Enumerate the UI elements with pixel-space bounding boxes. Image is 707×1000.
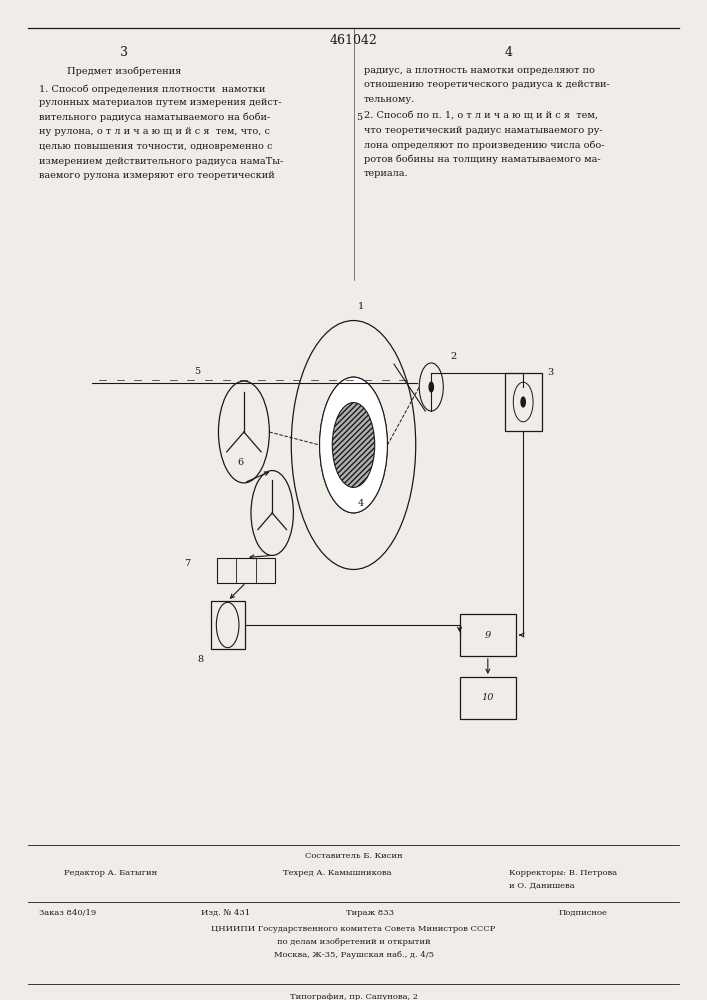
Text: тельному.: тельному. <box>364 95 415 104</box>
Ellipse shape <box>332 403 375 487</box>
Text: целью повышения точности, одновременно с: целью повышения точности, одновременно с <box>39 142 272 151</box>
Text: рулонных материалов путем измерения дейст-: рулонных материалов путем измерения дейс… <box>39 98 281 107</box>
Bar <box>505 373 542 431</box>
Bar <box>211 601 245 649</box>
Ellipse shape <box>520 396 526 408</box>
Text: Подписное: Подписное <box>559 909 607 917</box>
Text: Техред А. Камышникова: Техред А. Камышникова <box>283 869 391 877</box>
Text: 1: 1 <box>358 302 363 311</box>
Text: 4: 4 <box>505 45 513 58</box>
Text: ЦНИИПИ Государственного комитета Совета Министров СССР: ЦНИИПИ Государственного комитета Совета … <box>211 925 496 933</box>
Text: Заказ 840/19: Заказ 840/19 <box>39 909 96 917</box>
Bar <box>217 558 275 582</box>
Text: 3: 3 <box>547 368 554 377</box>
Text: териала.: териала. <box>364 169 409 178</box>
Bar <box>460 677 516 719</box>
Text: ваемого рулона измеряют его теоретический: ваемого рулона измеряют его теоретически… <box>39 171 274 180</box>
Text: ротов бобины на толщину наматываемого ма-: ротов бобины на толщину наматываемого ма… <box>364 155 601 164</box>
Text: Редактор А. Батыгин: Редактор А. Батыгин <box>64 869 157 877</box>
Text: 461042: 461042 <box>329 33 378 46</box>
Text: вительного радиуса наматываемого на боби-: вительного радиуса наматываемого на боби… <box>39 113 270 122</box>
Text: 10: 10 <box>481 694 494 702</box>
Text: Предмет изобретения: Предмет изобретения <box>66 66 181 76</box>
Text: Москва, Ж-35, Раушская наб., д. 4/5: Москва, Ж-35, Раушская наб., д. 4/5 <box>274 951 433 959</box>
Text: 8: 8 <box>197 655 204 664</box>
Text: 6: 6 <box>238 458 244 467</box>
Bar <box>460 614 516 656</box>
Text: 5: 5 <box>194 367 201 376</box>
Ellipse shape <box>320 377 387 513</box>
Ellipse shape <box>428 381 434 393</box>
Text: что теоретический радиус наматываемого ру-: что теоретический радиус наматываемого р… <box>364 126 603 135</box>
Text: 1. Способ определения плотности  намотки: 1. Способ определения плотности намотки <box>39 84 265 94</box>
Text: 2: 2 <box>450 352 457 361</box>
Text: 4: 4 <box>358 499 363 508</box>
Text: по делам изобретений и открытий: по делам изобретений и открытий <box>276 938 431 946</box>
Text: 3: 3 <box>119 45 128 58</box>
Text: ну рулона, о т л и ч а ю щ и й с я  тем, что, с: ну рулона, о т л и ч а ю щ и й с я тем, … <box>39 127 270 136</box>
Text: 5: 5 <box>356 113 363 122</box>
Text: радиус, а плотность намотки определяют по: радиус, а плотность намотки определяют п… <box>364 66 595 75</box>
Text: и О. Данишева: и О. Данишева <box>509 882 575 890</box>
Text: 7: 7 <box>184 560 190 568</box>
Text: Корректоры: В. Петрова: Корректоры: В. Петрова <box>509 869 617 877</box>
Text: Тираж 833: Тираж 833 <box>346 909 395 917</box>
Text: отношению теоретического радиуса к действи-: отношению теоретического радиуса к дейст… <box>364 80 610 89</box>
Text: Типография, пр. Сапунова, 2: Типография, пр. Сапунова, 2 <box>289 993 418 1000</box>
Text: 9: 9 <box>485 631 491 640</box>
Text: 2. Способ по п. 1, о т л и ч а ю щ и й с я  тем,: 2. Способ по п. 1, о т л и ч а ю щ и й с… <box>364 111 598 120</box>
Text: измерением действительного радиуса намаТы-: измерением действительного радиуса намаТ… <box>39 156 283 165</box>
Text: лона определяют по произведению числа обо-: лона определяют по произведению числа об… <box>364 140 604 150</box>
Text: Изд. № 431: Изд. № 431 <box>201 909 250 917</box>
Text: Составитель Б. Кисин: Составитель Б. Кисин <box>305 852 402 860</box>
